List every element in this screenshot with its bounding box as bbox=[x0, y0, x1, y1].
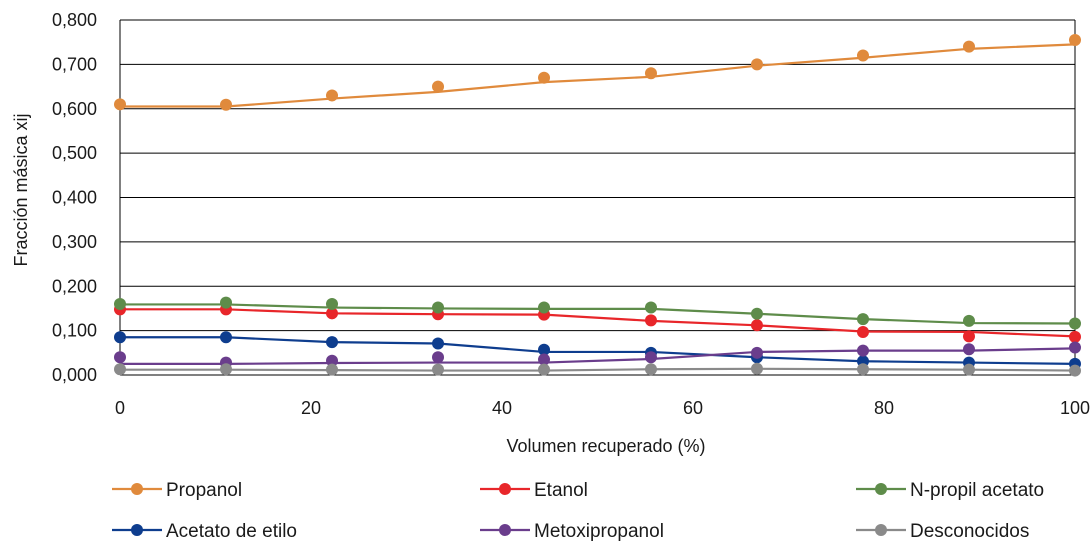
data-point-etanol bbox=[750, 319, 763, 332]
series-line-etanol bbox=[120, 308, 1076, 338]
data-point-propanol bbox=[220, 98, 233, 111]
data-point-metoxipropanol bbox=[644, 351, 657, 364]
data-point-etanol bbox=[326, 307, 339, 320]
data-point-desconocidos bbox=[962, 363, 975, 376]
data-point-propanol bbox=[962, 40, 975, 53]
data-point-n-propil-acetato bbox=[856, 313, 869, 326]
data-point-propanol bbox=[432, 80, 445, 93]
legend-marker-etanol bbox=[499, 483, 511, 495]
series-line-acetato-de-etilo bbox=[120, 336, 1076, 366]
data-point-n-propil-acetato bbox=[326, 298, 339, 310]
data-point-metoxipropanol bbox=[114, 351, 126, 364]
data-point-n-propil-acetato bbox=[538, 301, 551, 314]
x-tick-label: 80 bbox=[874, 398, 894, 418]
data-point-propanol bbox=[856, 49, 869, 62]
data-point-propanol bbox=[1069, 33, 1081, 46]
data-point-propanol bbox=[326, 89, 339, 102]
legend-label-acetato-de-etilo: Acetato de etilo bbox=[166, 521, 297, 542]
x-tick-label: 100 bbox=[1060, 398, 1090, 418]
x-tick-label: 40 bbox=[492, 398, 512, 418]
data-point-propanol bbox=[750, 58, 763, 71]
legend-label-metoxipropanol: Metoxipropanol bbox=[534, 521, 664, 542]
y-tick-label: 0,300 bbox=[52, 232, 97, 252]
series-line-metoxipropanol bbox=[120, 347, 1076, 366]
y-tick-label: 0,100 bbox=[52, 321, 97, 341]
data-point-desconocidos bbox=[856, 363, 869, 376]
data-point-metoxipropanol bbox=[1069, 341, 1081, 354]
data-point-n-propil-acetato bbox=[962, 314, 975, 327]
legend-marker-propanol bbox=[131, 483, 143, 495]
legend-marker-metoxipropanol bbox=[499, 524, 511, 536]
series-line-desconocidos bbox=[120, 367, 1076, 372]
x-axis: 0 20 40 60 80 100 bbox=[115, 398, 1090, 418]
data-point-etanol bbox=[856, 325, 869, 338]
data-point-desconocidos bbox=[114, 363, 126, 376]
data-point-n-propil-acetato bbox=[750, 307, 763, 320]
x-tick-label: 20 bbox=[301, 398, 321, 418]
data-point-metoxipropanol bbox=[538, 353, 551, 366]
y-tick-label: 0,400 bbox=[52, 188, 97, 208]
data-point-propanol bbox=[114, 98, 126, 111]
data-point-propanol bbox=[538, 71, 551, 84]
legend-marker-desconocidos bbox=[875, 524, 887, 536]
data-point-metoxipropanol bbox=[326, 354, 339, 367]
legend-label-desconocidos: Desconocidos bbox=[910, 521, 1029, 542]
data-point-acetato-de-etilo bbox=[326, 336, 339, 349]
data-point-propanol bbox=[644, 67, 657, 80]
data-point-desconocidos bbox=[1069, 364, 1081, 377]
data-point-desconocidos bbox=[220, 363, 233, 376]
legend-label-n-propil-acetato: N-propil acetato bbox=[910, 480, 1044, 501]
data-point-desconocidos bbox=[326, 363, 339, 376]
data-point-acetato-de-etilo bbox=[538, 343, 551, 356]
legend-item-n-propil-acetato: N-propil acetato bbox=[856, 480, 1044, 501]
data-point-metoxipropanol bbox=[856, 344, 869, 357]
data-point-n-propil-acetato bbox=[1069, 317, 1081, 330]
data-point-etanol bbox=[962, 330, 975, 343]
legend-item-acetato-de-etilo: Acetato de etilo bbox=[112, 521, 297, 542]
y-tick-label: 0,800 bbox=[52, 10, 97, 30]
data-point-metoxipropanol bbox=[962, 343, 975, 356]
series-points bbox=[114, 33, 1081, 377]
y-tick-label: 0,600 bbox=[52, 99, 97, 119]
y-tick-label: 0,200 bbox=[52, 276, 97, 296]
grid bbox=[119, 19, 1076, 376]
y-axis-title: Fracción másica xij bbox=[11, 113, 31, 266]
y-tick-label: 0,700 bbox=[52, 54, 97, 74]
y-axis: 0,000 0,100 0,200 0,300 0,400 0,500 0,600 0,700… bbox=[52, 10, 97, 385]
data-point-metoxipropanol bbox=[750, 346, 763, 359]
data-point-n-propil-acetato bbox=[432, 301, 445, 314]
data-point-etanol bbox=[1069, 330, 1081, 343]
legend-item-desconocidos: Desconocidos bbox=[856, 521, 1029, 542]
data-point-acetato-de-etilo bbox=[114, 331, 126, 344]
legend-marker-n-propil-acetato bbox=[875, 483, 887, 495]
y-tick-label: 0,000 bbox=[52, 365, 97, 385]
series-line-propanol bbox=[120, 43, 1076, 108]
legend-label-etanol: Etanol bbox=[534, 480, 588, 501]
x-tick-label: 0 bbox=[115, 398, 125, 418]
x-tick-label: 60 bbox=[683, 398, 703, 418]
series-lines bbox=[120, 43, 1076, 372]
data-point-acetato-de-etilo bbox=[432, 337, 445, 350]
x-axis-title: Volumen recuperado (%) bbox=[506, 436, 705, 456]
legend: Propanol Etanol N-propil acetato Acetato de… bbox=[112, 480, 1044, 542]
legend-marker-acetato-de-etilo bbox=[131, 524, 143, 536]
data-point-etanol bbox=[644, 314, 657, 327]
data-point-n-propil-acetato bbox=[644, 301, 657, 314]
data-point-acetato-de-etilo bbox=[220, 331, 233, 344]
data-point-desconocidos bbox=[750, 362, 763, 375]
legend-item-propanol: Propanol bbox=[112, 480, 242, 501]
data-point-n-propil-acetato bbox=[220, 296, 233, 309]
data-point-desconocidos bbox=[644, 363, 657, 376]
data-point-desconocidos bbox=[432, 363, 445, 376]
data-point-metoxipropanol bbox=[432, 351, 445, 364]
y-tick-label: 0,500 bbox=[52, 143, 97, 163]
data-point-desconocidos bbox=[538, 363, 551, 376]
series-line-n-propil-acetato bbox=[120, 303, 1076, 325]
legend-label-propanol: Propanol bbox=[166, 480, 242, 501]
legend-item-etanol: Etanol bbox=[480, 480, 588, 501]
legend-item-metoxipropanol: Metoxipropanol bbox=[480, 521, 664, 542]
data-point-n-propil-acetato bbox=[114, 298, 126, 310]
